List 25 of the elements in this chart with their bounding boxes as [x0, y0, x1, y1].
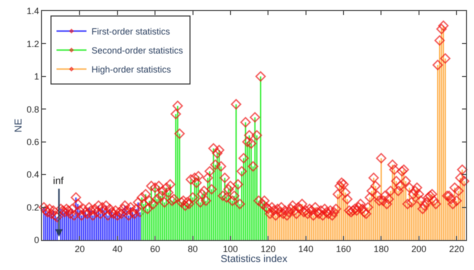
x-tick-label: 160: [336, 244, 352, 254]
y-tick-label: 0: [34, 235, 40, 246]
legend-label: First-order statistics: [91, 26, 170, 37]
x-tick-label: 200: [411, 244, 426, 254]
x-tick-label: 40: [112, 244, 122, 254]
y-axis-title: NE: [14, 118, 25, 132]
x-tick-label: 180: [374, 244, 389, 254]
annotation: inf: [53, 176, 64, 187]
x-tick-label: 120: [260, 244, 276, 254]
x-tick-label: 140: [298, 244, 314, 254]
x-tick-label: 220: [449, 244, 464, 254]
y-tick-label: 0.8: [26, 104, 40, 114]
legend-label: Second-order statistics: [91, 46, 184, 56]
x-tick-label: 20: [74, 244, 85, 254]
x-tick-label: 60: [150, 244, 160, 254]
x-axis-title: Statistics index: [220, 254, 288, 265]
y-tick-label: 1: [34, 72, 40, 82]
y-tick-label: 0.2: [26, 202, 40, 212]
y-tick-label: 1.4: [26, 6, 40, 16]
x-tick-label: 100: [222, 244, 238, 254]
legend-label: High-order statistics: [91, 64, 172, 75]
x-tick-label: 80: [188, 244, 198, 254]
y-tick-label: 1.2: [26, 38, 40, 49]
y-tick-label: 0.4: [26, 170, 40, 180]
y-tick-label: 0.6: [26, 137, 40, 148]
